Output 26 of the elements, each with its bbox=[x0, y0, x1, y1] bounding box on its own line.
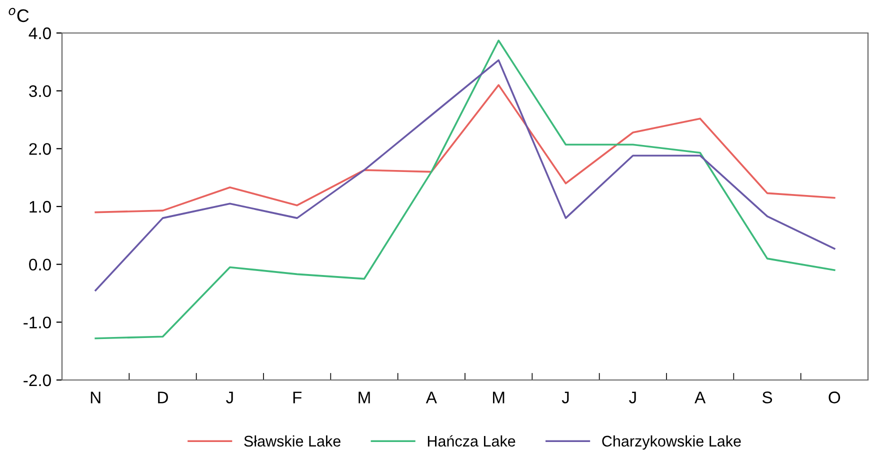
y-tick-label: -1.0 bbox=[24, 316, 51, 328]
line-series bbox=[94, 40, 836, 340]
y-tick-label: 4.0 bbox=[28, 27, 51, 40]
y-tick-label: 3.0 bbox=[29, 85, 51, 98]
x-tick-label: F bbox=[293, 392, 302, 404]
y-tick-label: 2.0 bbox=[29, 143, 51, 155]
x-tick-label: D bbox=[158, 392, 168, 404]
legend-label: Sławskie Lake bbox=[244, 435, 340, 447]
x-tick-label: S bbox=[762, 392, 772, 404]
x-tick-label: A bbox=[694, 392, 706, 404]
line-series bbox=[94, 59, 836, 292]
y-tick-label: 0.0 bbox=[29, 258, 51, 271]
x-tick-label: J bbox=[562, 392, 569, 404]
x-tick-label: A bbox=[426, 392, 437, 404]
x-tick-label: M bbox=[358, 392, 370, 404]
x-tick-label: O bbox=[828, 392, 840, 404]
x-tick-label: J bbox=[629, 392, 636, 404]
y-axis-title: $^{o}$C bbox=[8, 8, 29, 22]
x-tick-label: M bbox=[493, 392, 504, 404]
legend-label: Charzykowskie Lake bbox=[602, 435, 741, 450]
y-tick-label: -2.0 bbox=[24, 374, 51, 386]
x-tick-label: J bbox=[226, 392, 233, 404]
legend-label: Hańcza Lake bbox=[428, 435, 516, 447]
line-series bbox=[94, 84, 836, 214]
x-tick-label: N bbox=[90, 392, 100, 404]
y-tick-label: 1.0 bbox=[30, 200, 51, 213]
